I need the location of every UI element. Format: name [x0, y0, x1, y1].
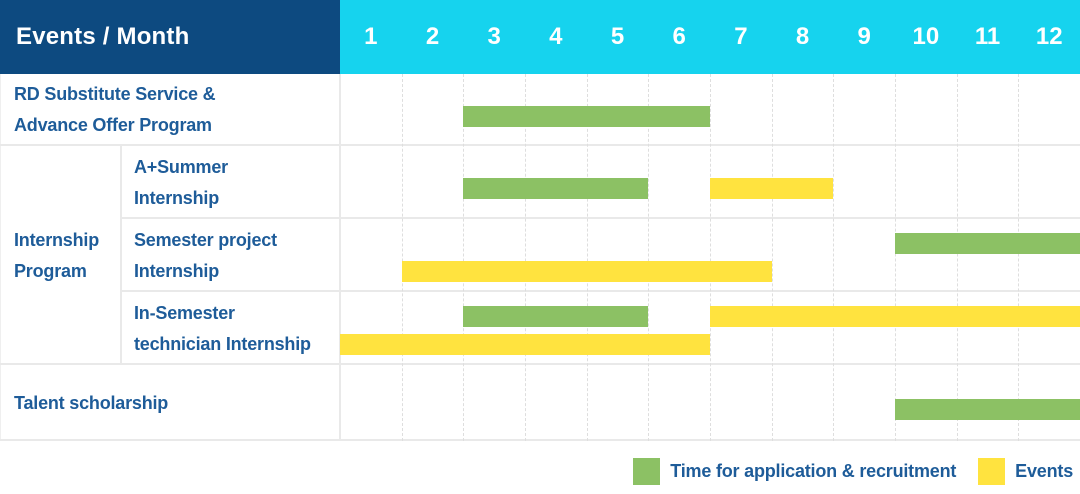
month-header-cell: 8 [795, 23, 810, 50]
month-header-cell: 5 [610, 23, 625, 50]
gantt-bar-events [340, 334, 710, 355]
month-gridline [401, 74, 403, 441]
month-header-cell: 10 [912, 23, 940, 50]
month-gridline [833, 74, 835, 441]
legend-swatch-events [978, 457, 1006, 485]
header-corner-cell: Events / Month [0, 0, 340, 74]
row-divider [121, 217, 1080, 219]
row-group-label-internship-program: Internship Program [14, 229, 100, 281]
row-divider [0, 363, 1080, 365]
month-gridline [525, 74, 526, 441]
month-gridline [710, 74, 711, 441]
label-column-divider [339, 74, 341, 441]
gantt-bar-events [710, 306, 1080, 327]
legend: Time for application & recruitment Events [633, 456, 1073, 486]
gantt-bar-events [710, 178, 834, 199]
month-header-cell: 7 [734, 23, 748, 50]
month-header-cell: 3 [487, 23, 501, 50]
gantt-bar-application [463, 306, 649, 327]
month-header-cell: 4 [549, 23, 563, 50]
row-divider [0, 144, 1080, 146]
month-header-cell: 6 [672, 23, 686, 50]
gantt-bar-application [463, 106, 710, 127]
month-header-cell: 9 [857, 23, 871, 50]
gantt-bar-application [895, 399, 1080, 420]
month-gridline [586, 74, 588, 441]
gantt-bar-events [401, 261, 772, 282]
row-divider [121, 290, 1080, 292]
month-header-cell: 12 [1035, 23, 1063, 50]
month-header-cell: 11 [974, 23, 1001, 50]
legend-swatch-application [633, 457, 661, 485]
gantt-bar-application [463, 178, 649, 199]
legend-label: Time for application & recruitment [670, 460, 957, 481]
row-label-semester-project-internship: Semester project Internship [134, 229, 277, 281]
month-gridline [463, 74, 465, 441]
month-gridline [1018, 74, 1020, 441]
table-left-border [0, 74, 1, 441]
row-label-a-summer-internship: A+Summer Internship [134, 156, 228, 208]
group-column-divider [120, 146, 122, 365]
month-header-row: 1 2 3 4 5 6 7 8 9 10 11 12 [340, 0, 1080, 74]
row-label-in-semester-technician-internship: In-Semester technician Internship [134, 302, 311, 354]
table-bottom-border [0, 439, 1080, 441]
row-label-talent-scholarship: Talent scholarship [14, 392, 169, 413]
month-gridline [648, 74, 650, 441]
month-gridline [895, 74, 896, 441]
gantt-bar-application [895, 233, 1080, 254]
legend-item-events: Events [978, 457, 1073, 485]
month-gridline [771, 74, 773, 441]
month-header-cell: 2 [425, 23, 440, 50]
row-label-rd-substitute: RD Substitute Service & Advance Offer Pr… [14, 84, 216, 135]
legend-item-application: Time for application & recruitment [633, 457, 957, 485]
month-header-cell: 1 [364, 23, 378, 50]
month-gridline [956, 74, 958, 441]
legend-label: Events [1015, 460, 1073, 481]
